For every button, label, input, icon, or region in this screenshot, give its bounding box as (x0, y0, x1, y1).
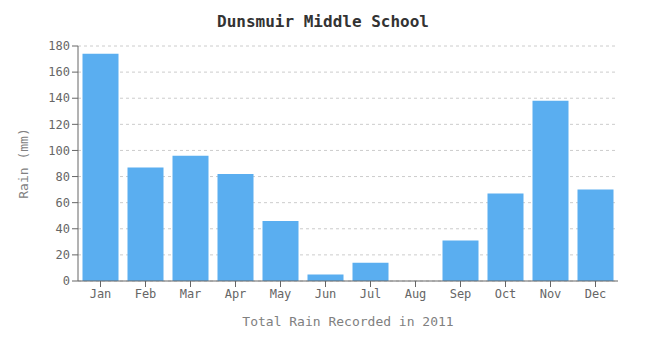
svg-text:40: 40 (56, 222, 70, 236)
svg-text:Total Rain Recorded in 2011: Total Rain Recorded in 2011 (242, 314, 453, 329)
svg-text:80: 80 (56, 170, 70, 184)
svg-text:May: May (270, 287, 292, 301)
svg-text:Jul: Jul (360, 287, 382, 301)
svg-text:Aug: Aug (405, 287, 427, 301)
svg-text:Nov: Nov (540, 287, 562, 301)
svg-text:Jan: Jan (90, 287, 112, 301)
svg-text:120: 120 (48, 118, 70, 132)
svg-text:Rain (mm): Rain (mm) (16, 128, 31, 198)
svg-text:Oct: Oct (495, 287, 517, 301)
svg-text:Apr: Apr (225, 287, 247, 301)
svg-text:Sep: Sep (450, 287, 472, 301)
svg-text:100: 100 (48, 144, 70, 158)
svg-text:180: 180 (48, 39, 70, 53)
svg-text:60: 60 (56, 196, 70, 210)
svg-text:0: 0 (63, 274, 70, 288)
svg-text:20: 20 (56, 248, 70, 262)
html-text:Dunsmuir Middle School: Dunsmuir Middle School (217, 12, 429, 31)
svg-text:Dec: Dec (585, 287, 607, 301)
svg-text:Mar: Mar (180, 287, 202, 301)
svg-text:140: 140 (48, 91, 70, 105)
svg-text:Jun: Jun (315, 287, 337, 301)
svg-text:160: 160 (48, 65, 70, 79)
svg-text:Feb: Feb (135, 287, 157, 301)
